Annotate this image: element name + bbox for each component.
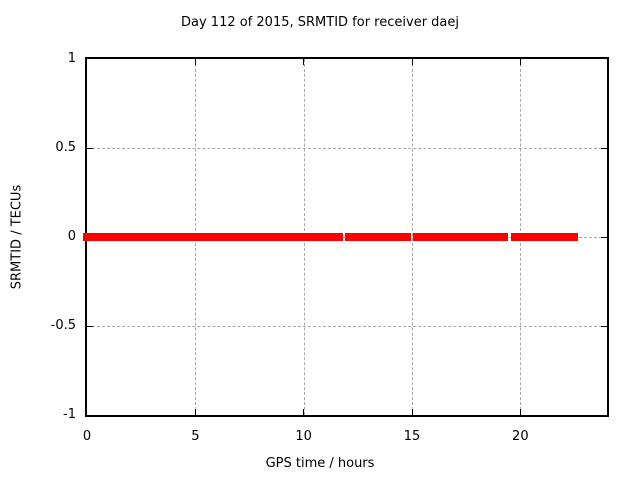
x-tick-top bbox=[519, 59, 521, 65]
x-tick-bottom bbox=[303, 409, 305, 415]
x-tick-bottom bbox=[519, 409, 521, 415]
x-tick-label: 15 bbox=[403, 429, 421, 444]
y-tick-right bbox=[601, 236, 607, 238]
y-tick-label: 1 bbox=[67, 51, 76, 66]
data-line-segment bbox=[413, 233, 509, 241]
y-tick-right bbox=[601, 325, 607, 327]
x-tick-label: 10 bbox=[295, 429, 312, 444]
data-line-segment bbox=[83, 233, 343, 241]
x-tick-label: 5 bbox=[191, 429, 200, 444]
y-tick-left bbox=[87, 325, 93, 327]
x-tick-label: 20 bbox=[512, 429, 529, 444]
y-tick-label: 0 bbox=[67, 229, 76, 244]
x-tick-bottom bbox=[194, 409, 196, 415]
data-line-segment bbox=[344, 233, 411, 241]
x-tick-top bbox=[303, 59, 305, 65]
x-tick-label: 0 bbox=[82, 429, 92, 444]
plot-area bbox=[83, 57, 609, 417]
x-tick-top bbox=[411, 59, 413, 65]
data-line-segment bbox=[510, 233, 578, 241]
x-axis-label: GPS time / hours bbox=[265, 456, 375, 471]
y-tick-left bbox=[87, 147, 93, 149]
x-tick-top bbox=[194, 59, 196, 65]
y-tick-label: -1 bbox=[63, 407, 76, 422]
y-tick-label: 0.5 bbox=[55, 140, 76, 155]
y-gridline bbox=[87, 148, 607, 149]
x-tick-bottom bbox=[411, 409, 413, 415]
y-tick-label: -0.5 bbox=[50, 318, 76, 333]
chart-title: Day 112 of 2015, SRMTID for receiver dae… bbox=[181, 15, 459, 30]
y-gridline bbox=[87, 326, 607, 327]
y-tick-right bbox=[601, 147, 607, 149]
